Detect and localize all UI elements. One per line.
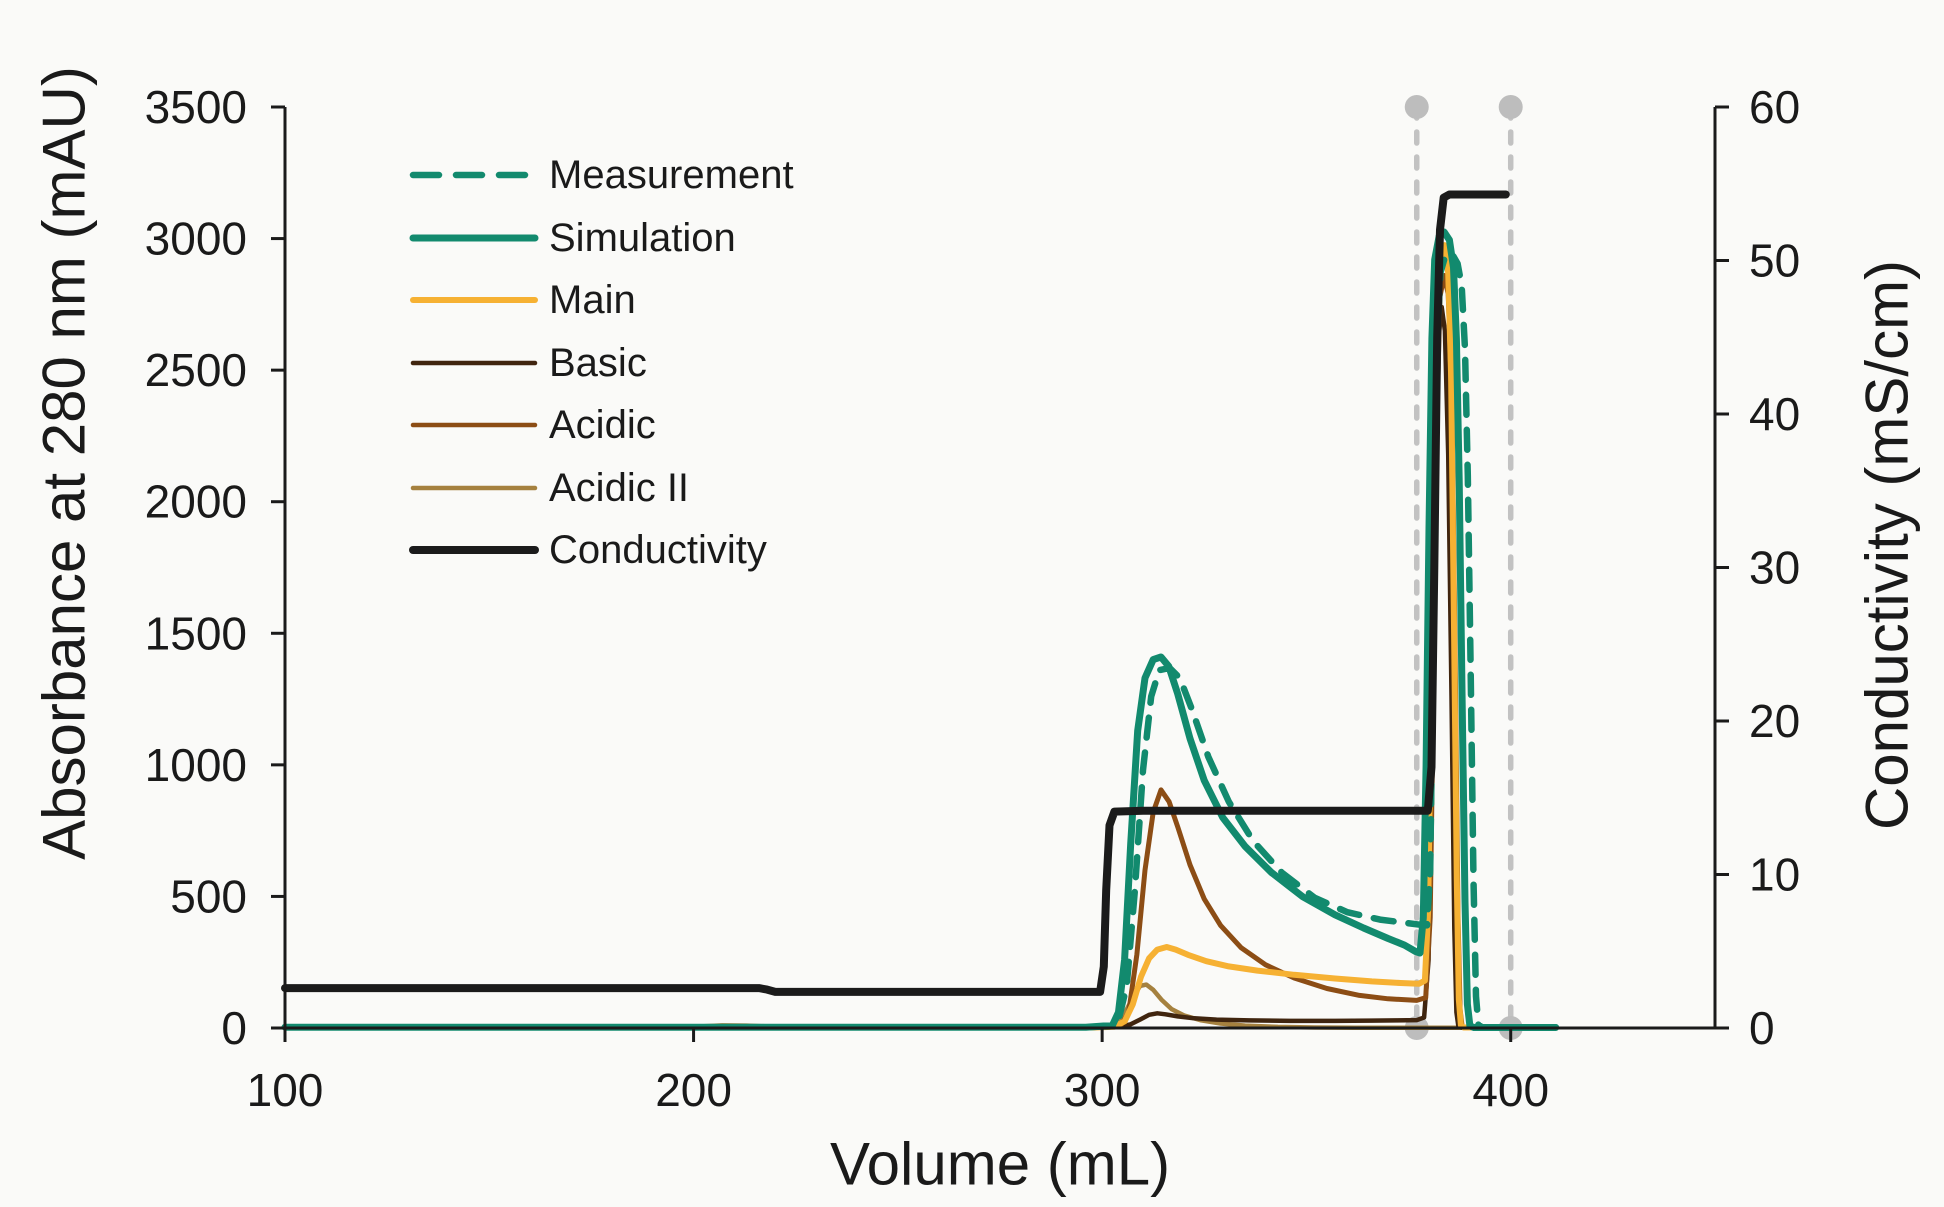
y-left-tick-label-1000: 1000	[145, 739, 247, 791]
axes: 100 200 300 4000500100015002000250030003500…	[31, 66, 1921, 1197]
fraction-marker-dot-top-1	[1498, 95, 1523, 119]
fraction-marker-dot-top-0	[1404, 95, 1429, 119]
y-right-tick-label-10: 10	[1749, 849, 1800, 901]
y-left-tick-label-3000: 3000	[145, 213, 247, 265]
x-tick-label-200: 200	[655, 1064, 732, 1116]
y-left-tick-label-500: 500	[170, 870, 247, 922]
legend-item-measurement: Measurement	[409, 153, 794, 197]
y-right-tick-label-60: 60	[1749, 81, 1800, 133]
x-tick-label-400: 400	[1472, 1064, 1549, 1116]
y-right-tick-label-30: 30	[1749, 542, 1800, 594]
legend-label-acidic: Acidic	[549, 403, 656, 447]
legend-item-basic: Basic	[410, 341, 647, 385]
series-basic-path	[282, 304, 1558, 1030]
y-right-tick-label-40: 40	[1749, 388, 1800, 440]
y-left-tick-label-0: 0	[221, 1002, 247, 1054]
legend-label-main: Main	[549, 278, 636, 322]
y-left-tick-label-2000: 2000	[145, 476, 247, 528]
legend-label-basic: Basic	[549, 341, 647, 385]
y-left-tick-label-2500: 2500	[145, 344, 247, 396]
y-right-tick-label-0: 0	[1749, 1002, 1775, 1054]
y-right-tick-label-50: 50	[1749, 235, 1800, 287]
legend-item-acidic-ii: Acidic II	[410, 466, 689, 510]
series-group	[281, 190, 1560, 1031]
legend-label-acidic-ii: Acidic II	[549, 466, 689, 510]
legend-label-conductivity: Conductivity	[549, 528, 767, 572]
y-right-tick-label-20: 20	[1749, 695, 1800, 747]
series-measurement-path	[281, 249, 1559, 1031]
y-left-axis-title: Absorbance at 280 nm (mAU)	[31, 66, 98, 860]
legend-item-acidic: Acidic	[410, 403, 656, 447]
y-left-tick-label-1500: 1500	[145, 607, 247, 659]
legend: Measurement Simulation Main Basic Acidic Acid…	[409, 153, 794, 572]
legend-item-main: Main	[410, 278, 636, 322]
series-conductivity-path	[281, 190, 1510, 996]
x-tick-label-100: 100	[247, 1064, 324, 1116]
y-left-tick-label-3500: 3500	[145, 81, 247, 133]
y-right-axis-title: Conductivity (mS/cm)	[1854, 260, 1921, 830]
legend-label-simulation: Simulation	[549, 216, 736, 260]
series-main-path	[282, 242, 1559, 1031]
legend-label-measurement: Measurement	[549, 153, 794, 197]
fraction-markers	[1404, 95, 1523, 1040]
series-acidic-path	[282, 272, 1559, 1031]
legend-item-simulation: Simulation	[409, 216, 736, 260]
x-axis-title: Volume (mL)	[830, 1131, 1170, 1198]
x-tick-label-300: 300	[1064, 1064, 1141, 1116]
series-simulation-path	[281, 228, 1560, 1031]
legend-item-conductivity: Conductivity	[409, 528, 767, 572]
